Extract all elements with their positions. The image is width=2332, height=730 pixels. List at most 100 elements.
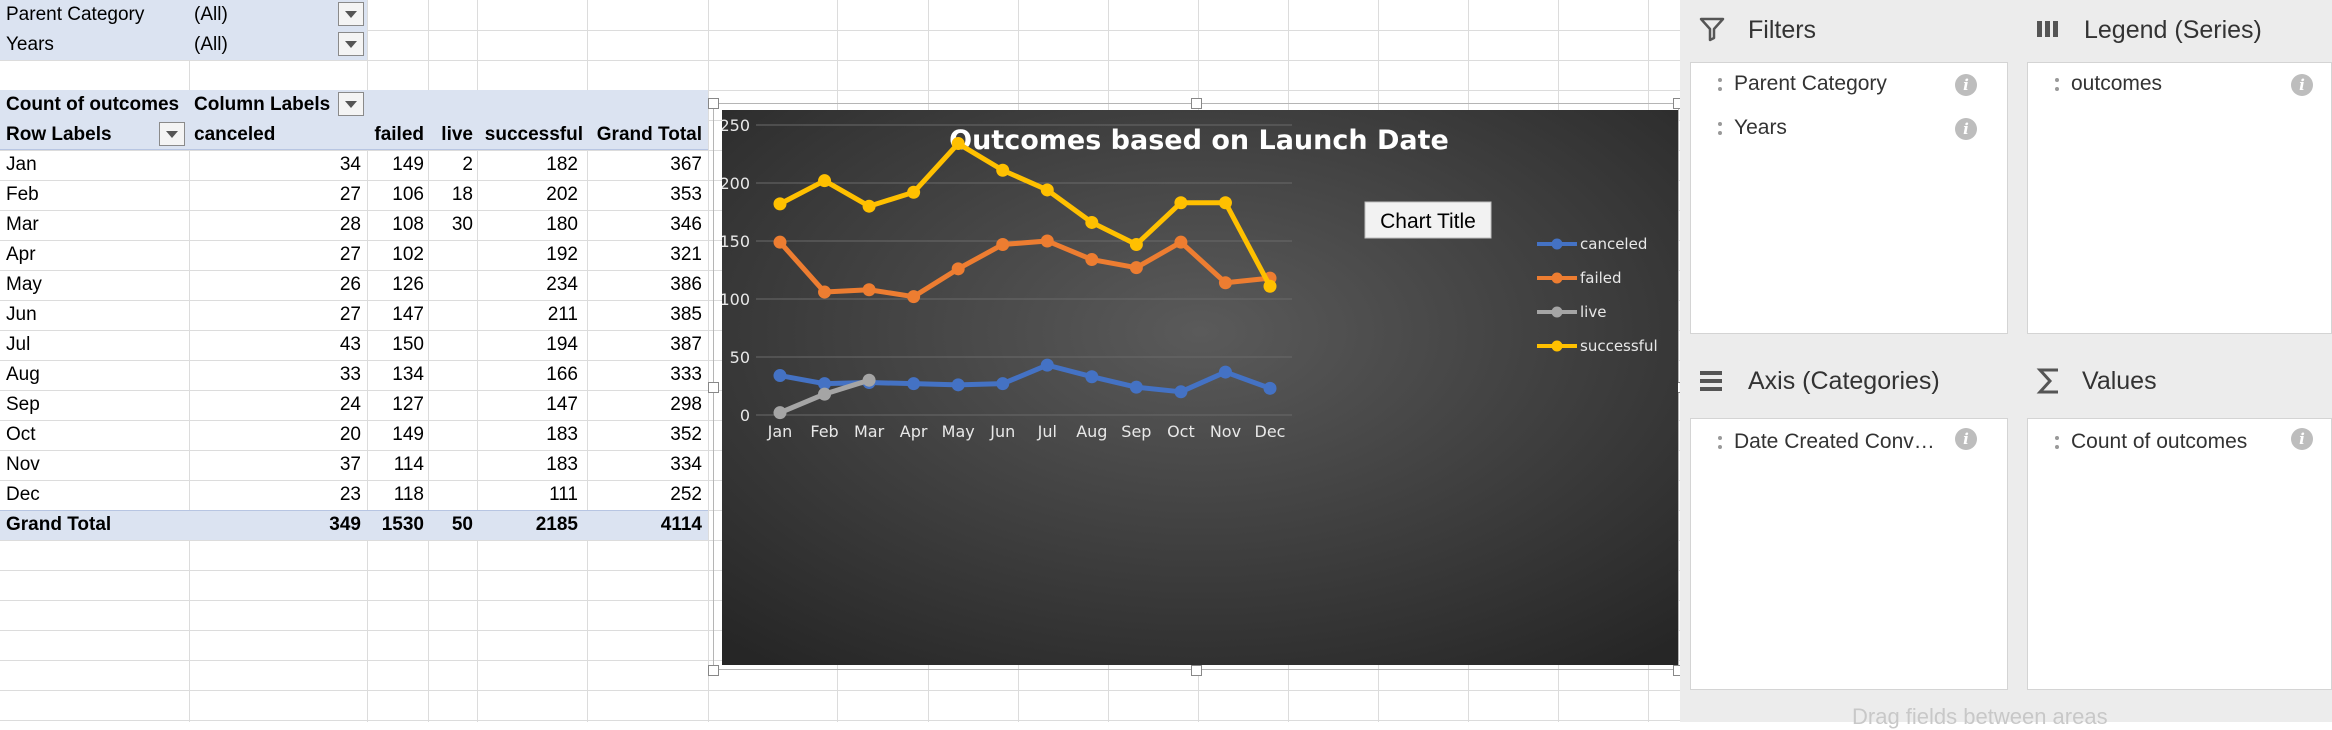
data-point[interactable] xyxy=(1129,237,1143,251)
column-header: canceled xyxy=(194,124,276,145)
resize-handle[interactable] xyxy=(1673,665,1680,676)
data-point[interactable] xyxy=(1218,196,1232,210)
legend-entry[interactable]: live xyxy=(1580,303,1606,321)
row-label: Mar xyxy=(6,214,39,235)
data-point[interactable] xyxy=(818,285,832,299)
data-point[interactable] xyxy=(1174,235,1188,249)
data-point[interactable] xyxy=(1174,196,1188,210)
column-labels-dropdown-button[interactable] xyxy=(338,92,364,116)
data-point[interactable] xyxy=(1129,261,1143,275)
filter-dropdown-button[interactable] xyxy=(338,32,364,56)
data-point[interactable] xyxy=(1085,215,1099,229)
series-line[interactable] xyxy=(778,238,1271,300)
pivot-cell: 234 xyxy=(546,274,578,295)
resize-handle[interactable] xyxy=(708,98,719,109)
data-point[interactable] xyxy=(862,199,876,213)
filter-dropdown-button[interactable] xyxy=(338,2,364,26)
data-point[interactable] xyxy=(1218,276,1232,290)
data-point[interactable] xyxy=(1263,381,1277,395)
data-point[interactable] xyxy=(773,235,787,249)
pivot-cell: 27 xyxy=(339,244,361,265)
data-point[interactable] xyxy=(996,377,1010,391)
data-point[interactable] xyxy=(996,163,1010,177)
data-point[interactable] xyxy=(818,387,832,401)
x-tick-label: Dec xyxy=(1255,422,1286,441)
data-point[interactable] xyxy=(862,283,876,297)
series-line[interactable] xyxy=(778,141,1273,288)
data-point[interactable] xyxy=(907,185,921,199)
info-icon[interactable]: i xyxy=(1955,118,1977,140)
filters-field-item[interactable]: Years xyxy=(1734,116,1787,139)
data-point[interactable] xyxy=(1263,279,1277,293)
pivot-cell: 166 xyxy=(546,364,578,385)
data-point[interactable] xyxy=(773,406,787,420)
info-icon[interactable]: i xyxy=(1955,74,1977,96)
legend-entry[interactable]: canceled xyxy=(1580,235,1647,253)
series-live[interactable] xyxy=(773,373,876,420)
legend-entry[interactable]: failed xyxy=(1580,269,1622,287)
data-point[interactable] xyxy=(818,377,832,391)
data-point[interactable] xyxy=(951,137,965,151)
data-point[interactable] xyxy=(1174,385,1188,399)
data-point[interactable] xyxy=(1085,253,1099,267)
line-chart[interactable]: Outcomes based on Launch Date 0 50 100 150 2… xyxy=(722,110,1678,665)
data-point[interactable] xyxy=(907,377,921,391)
pivot-value-header: Count of outcomes xyxy=(6,94,180,115)
data-point[interactable] xyxy=(1218,365,1232,379)
data-point[interactable] xyxy=(773,369,787,383)
column-header: live xyxy=(441,124,473,145)
pivot-cell: 24 xyxy=(339,394,361,415)
legend-drop-area[interactable] xyxy=(2027,62,2332,334)
filters-field-item[interactable]: Parent Category xyxy=(1734,72,1887,95)
spreadsheet-grid[interactable]: Parent Category (All) Years (All) Count … xyxy=(0,0,1680,722)
data-point[interactable] xyxy=(1040,183,1054,197)
chart-object[interactable] xyxy=(708,98,1680,676)
resize-handle[interactable] xyxy=(1191,98,1202,109)
legend-marker xyxy=(1551,340,1563,352)
data-point[interactable] xyxy=(951,262,965,276)
data-point[interactable] xyxy=(773,197,787,211)
pivot-cell: 150 xyxy=(392,334,424,355)
pivot-cell: 106 xyxy=(392,184,424,205)
values-field-item[interactable]: Count of outcomes xyxy=(2071,430,2248,453)
data-point[interactable] xyxy=(951,378,965,392)
grid-line xyxy=(708,0,709,722)
row-labels-dropdown-button[interactable] xyxy=(159,122,185,146)
resize-handle[interactable] xyxy=(708,665,719,676)
drag-hint-text: Drag fields between areas xyxy=(1852,704,2108,729)
pivot-cell: 183 xyxy=(546,454,578,475)
data-point[interactable] xyxy=(996,237,1010,251)
chart-title[interactable]: Outcomes based on Launch Date xyxy=(949,125,1449,156)
values-drop-area[interactable] xyxy=(2027,418,2332,690)
legend-entry[interactable]: successful xyxy=(1580,337,1658,355)
resize-handle[interactable] xyxy=(708,382,719,393)
info-icon[interactable]: i xyxy=(2291,74,2313,96)
data-point[interactable] xyxy=(1040,358,1054,372)
drag-grip-icon xyxy=(1718,435,1722,451)
resize-handle[interactable] xyxy=(1191,665,1202,676)
info-icon[interactable]: i xyxy=(1955,428,1977,450)
series-failed[interactable] xyxy=(773,234,1277,304)
chart-title-placeholder-box[interactable] xyxy=(1364,201,1492,239)
data-point[interactable] xyxy=(907,290,921,304)
info-icon[interactable]: i xyxy=(2291,428,2313,450)
pivot-cell: 33 xyxy=(339,364,361,385)
pivot-cell xyxy=(428,300,473,330)
data-point[interactable] xyxy=(1040,234,1054,248)
grid-line xyxy=(477,0,478,722)
chart-title-placeholder[interactable]: Chart Title xyxy=(1364,201,1492,239)
axis-field-item[interactable]: Date Created Conv… xyxy=(1734,430,1935,453)
filters-drop-area[interactable] xyxy=(1690,62,2008,334)
resize-handle[interactable] xyxy=(1673,98,1680,109)
data-point[interactable] xyxy=(818,174,832,188)
x-tick-label: Apr xyxy=(900,422,928,441)
data-point[interactable] xyxy=(862,373,876,387)
divider xyxy=(0,510,708,511)
data-point[interactable] xyxy=(1129,380,1143,394)
row-label: Jun xyxy=(6,304,37,325)
pivot-cell: 211 xyxy=(547,304,578,325)
data-point[interactable] xyxy=(1085,370,1099,384)
legend-field-item[interactable]: outcomes xyxy=(2071,72,2163,95)
axis-drop-area[interactable] xyxy=(1690,418,2008,690)
series-successful[interactable] xyxy=(773,137,1277,293)
